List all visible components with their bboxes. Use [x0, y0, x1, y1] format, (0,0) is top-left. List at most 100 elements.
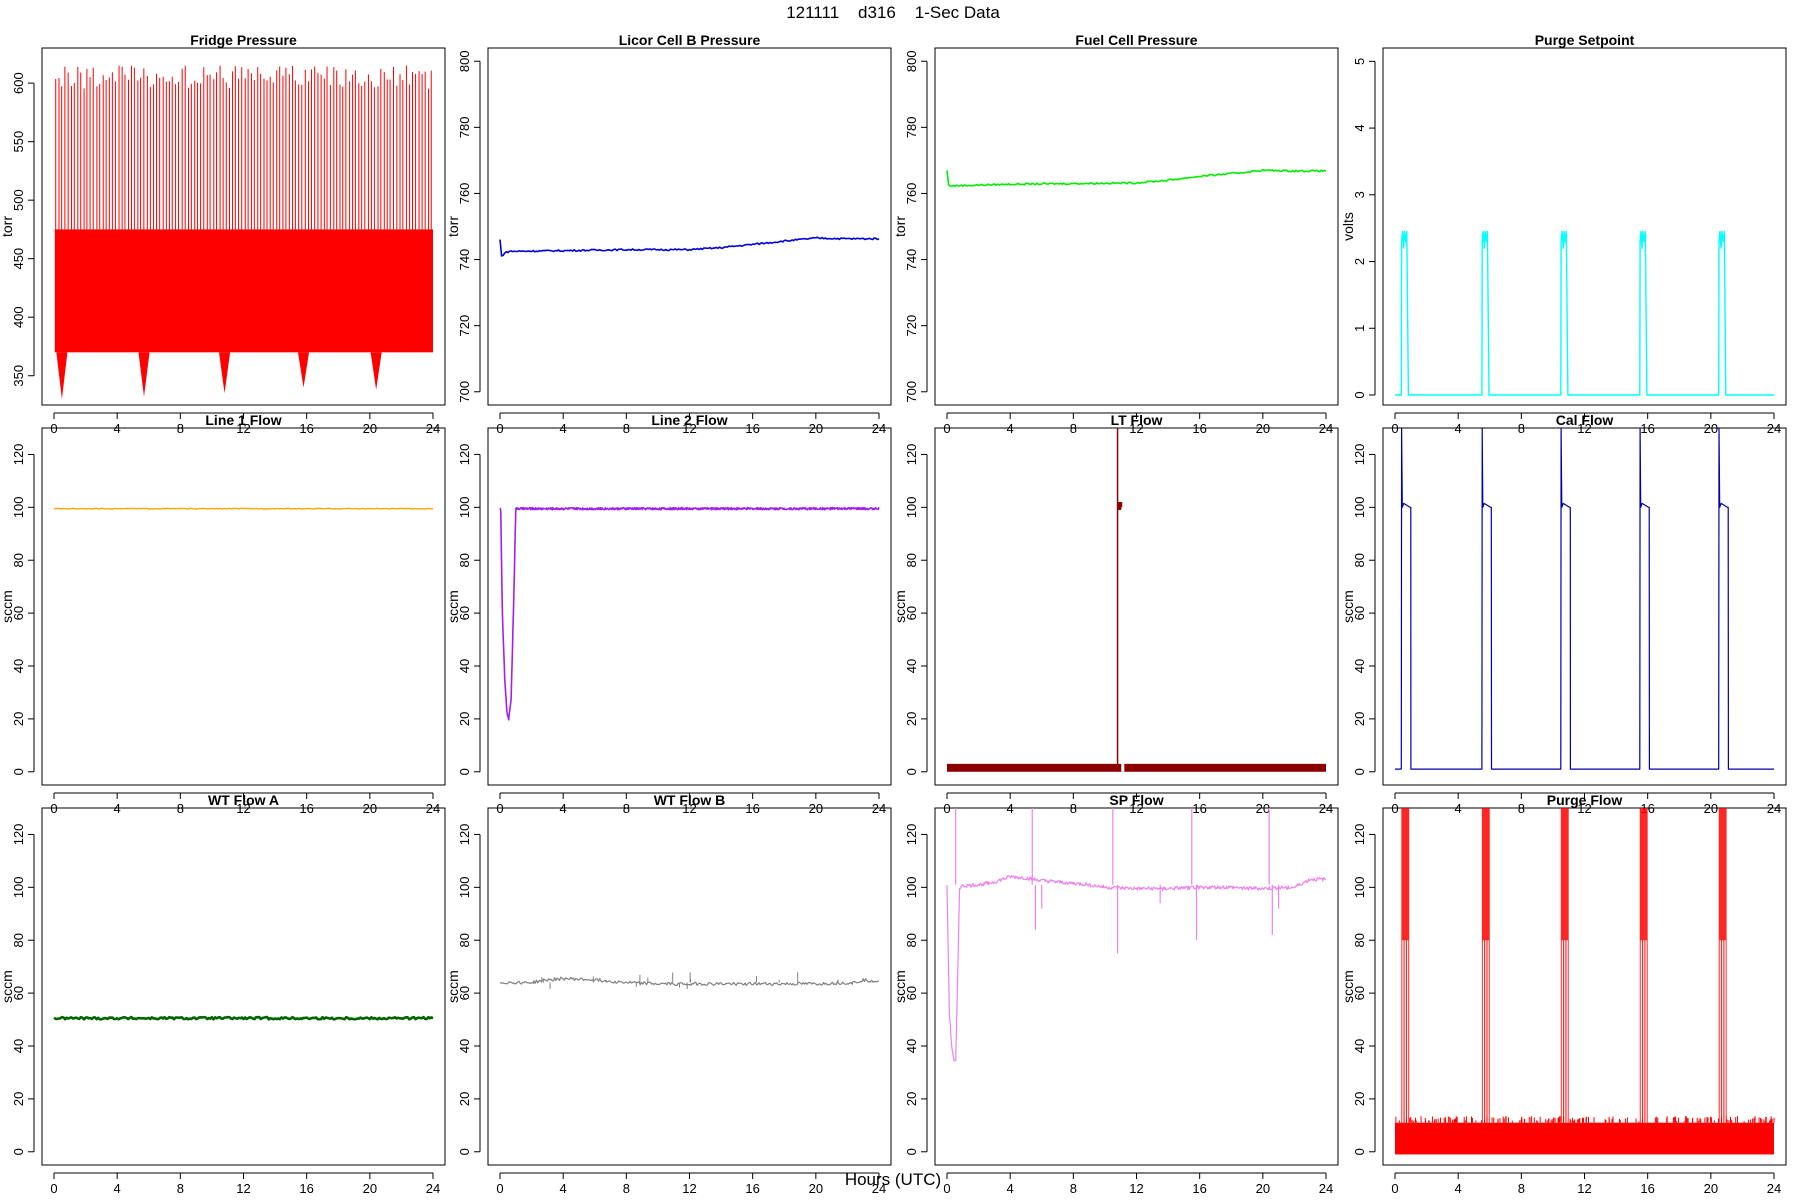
- y-tick-label: 60: [457, 986, 472, 1000]
- plot-frame: [1382, 47, 1787, 406]
- y-tick-label: 0: [11, 1148, 26, 1155]
- panel-title: Licor Cell B Pressure: [619, 32, 761, 48]
- x-tick-label: 4: [560, 1181, 567, 1196]
- plot-frame: [487, 807, 892, 1166]
- y-tick-label: 0: [1352, 768, 1367, 775]
- series-line: [53, 507, 434, 510]
- y-tick-label: 40: [904, 1039, 919, 1053]
- data-series-lt: [947, 428, 1326, 772]
- y-tick-label: 80: [457, 933, 472, 947]
- y-tick-label: 0: [457, 768, 472, 775]
- series-line: [499, 506, 880, 721]
- y-tick-label: 100: [1352, 496, 1367, 518]
- panel-title: WT Flow B: [654, 792, 726, 808]
- panel-sp: SP Flow sccm 0 4 8 12 16 20 24 0 20 40 60 80 100 120: [892, 792, 1339, 1196]
- pressure-dip: [138, 352, 150, 397]
- y-tick-label: 350: [11, 365, 26, 387]
- plot-frame: [1382, 427, 1787, 786]
- y-tick-label: 20: [11, 1092, 26, 1106]
- x-axis-label: Hours (UTC): [845, 1170, 941, 1189]
- y-tick-label: 100: [11, 876, 26, 898]
- x-tick-label: 8: [177, 1181, 184, 1196]
- y-tick-label: 0: [1352, 391, 1367, 398]
- flow-plateau: [1117, 502, 1123, 510]
- plot-frame: [934, 47, 1339, 406]
- x-tick-label: 20: [1256, 1181, 1270, 1196]
- data-series-wtb: [499, 972, 880, 990]
- y-tick-label: 700: [457, 381, 472, 403]
- y-tick-label: 60: [457, 606, 472, 620]
- y-tick-label: 20: [11, 712, 26, 726]
- y-tick-label: 60: [11, 986, 26, 1000]
- y-tick-label: 0: [1352, 1148, 1367, 1155]
- y-tick-label: 120: [11, 824, 26, 846]
- y-tick-label: 780: [904, 116, 919, 138]
- plot-frame: [934, 807, 1339, 1166]
- x-tick-label: 0: [50, 1181, 57, 1196]
- y-tick-label: 40: [457, 1039, 472, 1053]
- flow-band: [947, 763, 1326, 772]
- y-axis-label: torr: [892, 216, 908, 237]
- panel-title: Cal Flow: [1556, 412, 1614, 428]
- y-tick-label: 4: [1352, 124, 1367, 131]
- y-axis-label: sccm: [0, 590, 15, 623]
- y-tick-label: 40: [1352, 1039, 1367, 1053]
- pressure-dip: [370, 352, 382, 390]
- data-series-purge_flow: [1395, 808, 1775, 1155]
- x-tick-label: 16: [1192, 1181, 1206, 1196]
- y-tick-label: 40: [904, 659, 919, 673]
- x-tick-label: 20: [363, 1181, 377, 1196]
- x-tick-label: 20: [809, 1181, 823, 1196]
- series-line: [53, 1015, 434, 1021]
- y-tick-label: 120: [904, 444, 919, 466]
- flow-gap: [1121, 507, 1125, 772]
- x-tick-label: 16: [299, 1181, 313, 1196]
- y-tick-label: 720: [904, 315, 919, 337]
- y-axis-label: sccm: [445, 970, 461, 1003]
- y-tick-label: 0: [11, 768, 26, 775]
- x-tick-label: 24: [872, 1181, 886, 1196]
- panel-wtb: WT Flow B sccm 0 4 8 12 16 20 24 0 20 40 60 80 100 120: [445, 792, 892, 1196]
- plot-frame: [487, 47, 892, 406]
- x-tick-label: 8: [1518, 1181, 1525, 1196]
- x-tick-label: 12: [1577, 1181, 1591, 1196]
- y-tick-label: 100: [904, 496, 919, 518]
- y-tick-label: 60: [11, 606, 26, 620]
- y-tick-label: 120: [457, 444, 472, 466]
- y-tick-label: 80: [11, 933, 26, 947]
- y-tick-label: 780: [457, 116, 472, 138]
- data-series-cal: [1395, 428, 1774, 770]
- x-tick-label: 20: [1704, 1181, 1718, 1196]
- y-axis-label: sccm: [892, 590, 908, 623]
- panel-title: LT Flow: [1111, 412, 1163, 428]
- y-tick-label: 100: [457, 496, 472, 518]
- y-tick-label: 40: [1352, 659, 1367, 673]
- y-tick-label: 120: [1352, 444, 1367, 466]
- plot-frame: [41, 427, 446, 786]
- y-tick-label: 60: [1352, 606, 1367, 620]
- y-tick-label: 20: [457, 712, 472, 726]
- x-tick-label: 12: [236, 1181, 250, 1196]
- x-tick-label: 16: [745, 1181, 759, 1196]
- y-tick-label: 1: [1352, 325, 1367, 332]
- pressure-dip: [56, 352, 68, 400]
- x-tick-label: 0: [1391, 1181, 1398, 1196]
- y-tick-label: 120: [904, 824, 919, 846]
- pressure-band: [54, 229, 434, 353]
- data-series-wta: [53, 1015, 434, 1021]
- panel-purge_flow: Purge Flow sccm 0 4 8 12 16 20 24 0 20 40 60 80 100 120: [1340, 792, 1787, 1196]
- y-tick-label: 20: [1352, 712, 1367, 726]
- x-tick-label: 4: [114, 1181, 121, 1196]
- y-tick-label: 720: [457, 315, 472, 337]
- y-tick-label: 450: [11, 248, 26, 270]
- y-tick-label: 0: [904, 768, 919, 775]
- y-tick-label: 60: [904, 986, 919, 1000]
- y-tick-label: 700: [904, 381, 919, 403]
- y-tick-label: 0: [904, 1148, 919, 1155]
- pressure-dip: [219, 352, 231, 394]
- y-tick-label: 40: [11, 659, 26, 673]
- y-tick-label: 740: [904, 249, 919, 271]
- y-tick-label: 40: [457, 659, 472, 673]
